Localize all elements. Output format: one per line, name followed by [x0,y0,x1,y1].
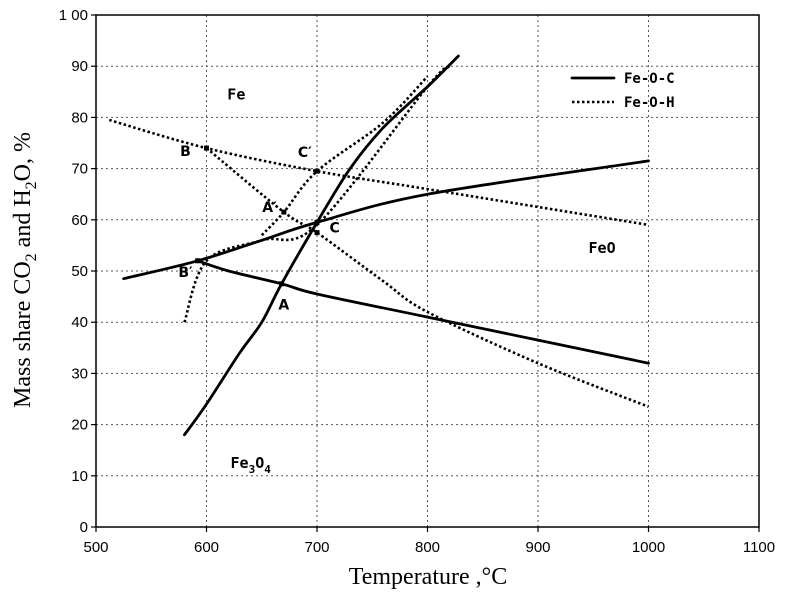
y-tick-label: 60 [71,212,88,229]
x-axis-title: Temperature ,°C [349,564,508,590]
x-tick-label: 1000 [632,539,665,556]
intersection-marker [314,219,320,225]
intersection-marker [204,145,209,151]
y-axis-title-suffix: O, % [10,132,36,181]
intersection-marker [279,281,285,287]
annotation-layer: Fe FeO Fe3O4 B C′ A′ C B′ A [178,85,615,476]
y-axis-title-mid: and H [10,189,36,253]
point-label: C [330,221,340,237]
y-tick-label: 50 [71,263,88,280]
point-label: B′ [178,265,193,281]
series-layer [108,54,650,437]
region-label: Fe [227,85,245,103]
y-tick-label: 30 [71,365,88,382]
x-tick-label: 500 [83,539,108,556]
fe-o-c-curve-3 [183,54,460,437]
y-tick-label: 0 [80,519,88,536]
intersection-marker [281,209,287,215]
x-tick-label: 1100 [743,539,775,556]
region-label: FeO [589,239,616,257]
y-axis-title: Mass share CO2 and H2O, % [10,132,40,408]
intersection-marker [314,230,320,236]
point-label: A [278,297,289,313]
point-label: C′ [298,145,312,161]
x-tick-label: 900 [525,539,550,556]
tick-layer: 500 600 700 800 900 1000 1100 0 10 20 30 40 50 60 70 80… [59,7,775,556]
y-tick-label: 10 [71,468,88,485]
region-label: Fe3O4 [231,454,272,476]
grid-layer [96,15,759,527]
y-tick-label: 70 [71,161,88,178]
y-tick-label: 20 [71,417,88,434]
marker-layer [195,145,320,287]
y-tick-label: 80 [71,109,88,126]
y-tick-label: 40 [71,314,88,331]
point-label: A′ [262,200,277,216]
y-axis-title-sub1: 2 [23,253,40,261]
y-tick-label: 1 00 [59,7,88,24]
y-axis-title-prefix: Mass share CO [10,261,36,408]
intersection-marker [195,258,201,264]
y-axis-title-sub2: 2 [23,181,40,189]
legend-label: Fe-O-C [624,71,675,87]
legend: Fe-O-C Fe-O-H [570,71,675,111]
fe-o-h-curve-5 [183,65,451,323]
x-tick-label: 600 [194,539,219,556]
point-label: B [180,144,191,160]
fe-o-h-curve-7 [260,75,429,237]
x-tick-label: 700 [304,539,329,556]
fe-o-h-curve-4 [108,118,649,227]
intersection-marker [314,168,320,174]
y-tick-label: 90 [71,58,88,75]
x-tick-label: 800 [415,539,440,556]
fe-o-c-curve-2 [196,259,650,365]
legend-label: Fe-O-H [624,95,675,111]
